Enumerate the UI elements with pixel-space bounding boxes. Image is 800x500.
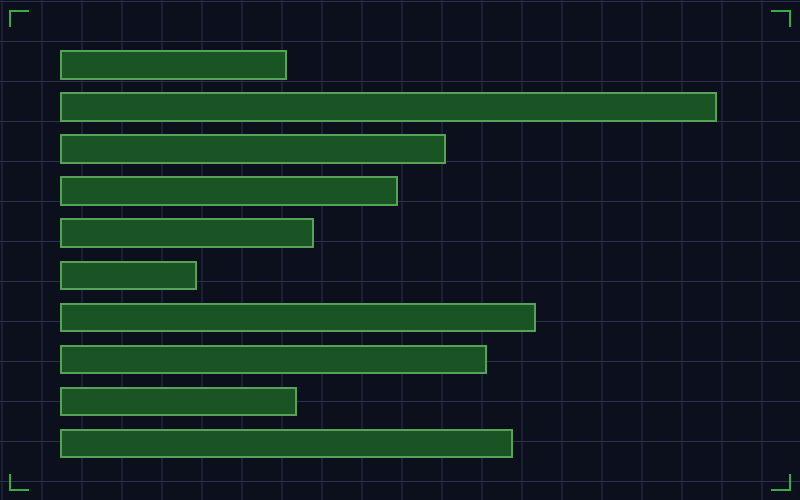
corner-bracket-bottom-right-icon [771, 474, 791, 491]
bar-1 [60, 50, 287, 80]
bar-7 [60, 302, 536, 333]
bar-8 [60, 344, 487, 375]
bar-2 [60, 92, 717, 122]
corner-bracket-top-left-icon [9, 10, 29, 27]
corner-bracket-bottom-left-icon [9, 474, 29, 491]
bar-3 [60, 134, 446, 164]
bar-10 [60, 428, 513, 459]
corner-bracket-top-right-icon [771, 10, 791, 27]
bar-4 [60, 176, 398, 206]
bar-5 [60, 218, 314, 248]
bar-9 [60, 386, 297, 417]
bar-6 [60, 260, 197, 290]
